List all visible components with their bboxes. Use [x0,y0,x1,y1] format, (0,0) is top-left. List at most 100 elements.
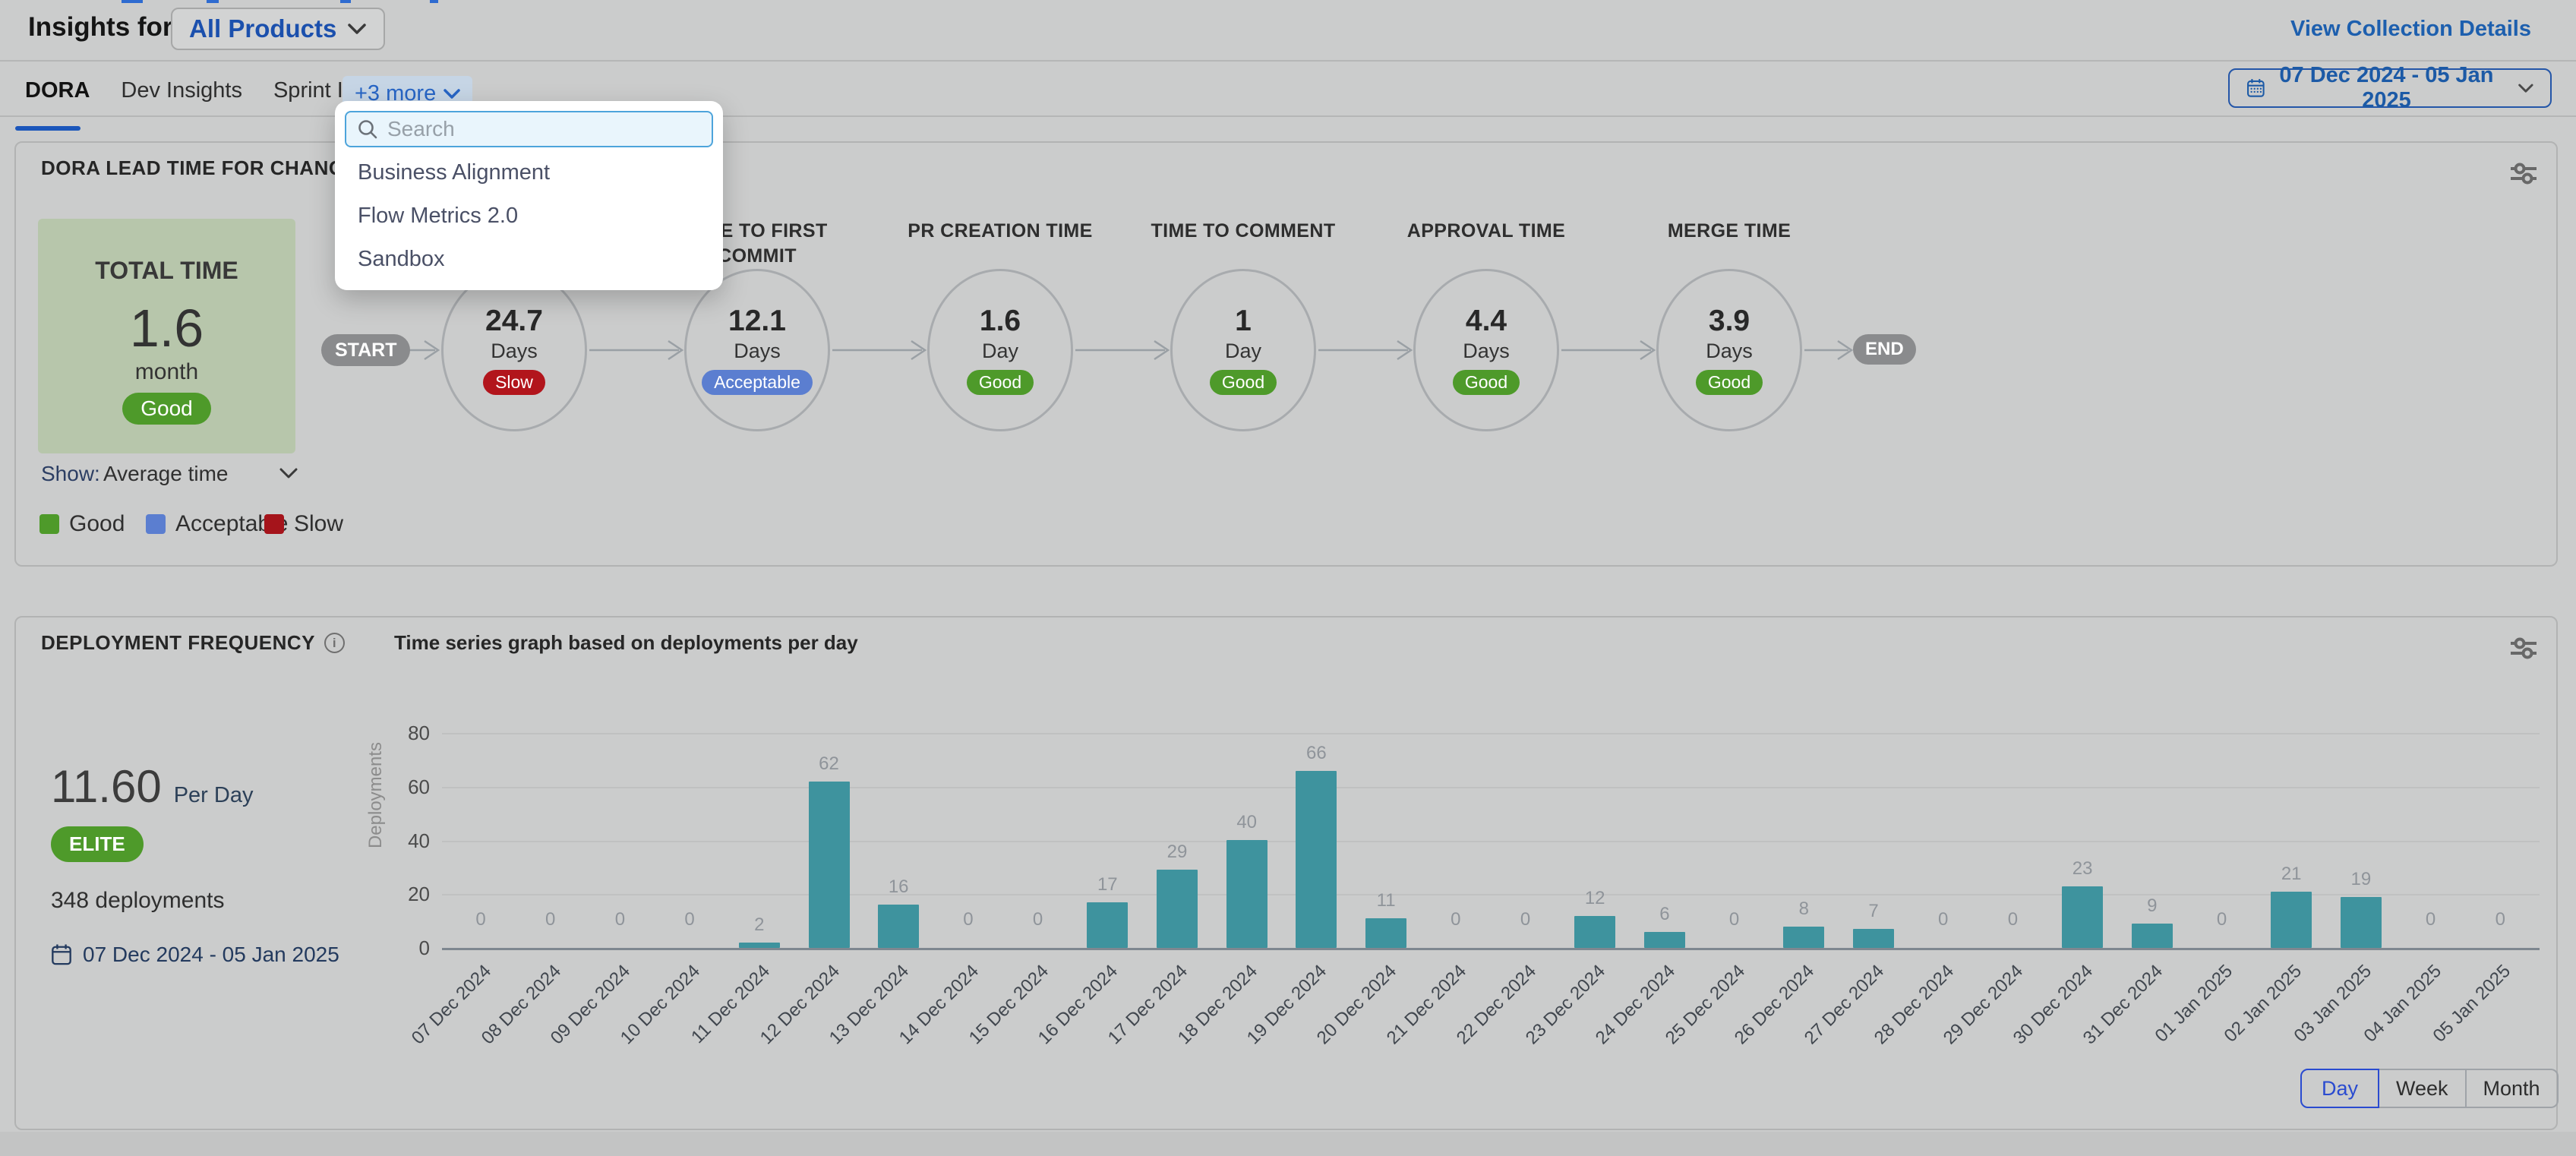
lead-time-card: DORA LEAD TIME FOR CHANGES REP TOTAL TIM… [14,141,2558,567]
y-tick-label: 20 [408,883,430,906]
stage-value: 1 [1235,305,1252,338]
legend-label: Good [69,511,125,536]
chart-settings-icon[interactable] [2508,158,2540,190]
bar-value-label: 8 [1798,899,1809,919]
flow-start-pill: START [321,334,411,366]
legend-swatch [146,514,166,534]
show-label: Show: [41,462,100,485]
granularity-day[interactable]: Day [2300,1069,2379,1108]
tab-dev-insights[interactable]: Dev Insights [121,78,242,103]
product-selector-value: All Products [189,14,337,43]
stage-unit: Days [1463,339,1510,362]
bar-value-label: 7 [1868,901,1879,921]
header-divider [0,60,2576,62]
gridline-0 [442,948,2540,950]
search-input[interactable] [387,117,701,141]
bar-16-Dec-2024 [1087,902,1129,948]
bar-value-label: 0 [614,909,626,930]
stage-unit: Days [1706,339,1753,362]
bar-value-label: 12 [1584,888,1605,908]
legend-label: Slow [294,511,344,536]
bar-31-Dec-2024 [2131,924,2173,948]
dropdown-search-box [345,111,713,147]
total-time-unit: month [134,359,199,384]
y-tick-label: 60 [408,775,430,798]
legend-swatch [264,514,284,534]
legend-swatch [39,514,59,534]
product-selector-dropdown[interactable]: All Products [171,8,386,50]
bar-19-Dec-2024 [1296,771,1337,948]
gridline-60 [442,786,2540,788]
chevron-down-icon[interactable] [279,468,298,479]
bar-value-label: 19 [2350,869,2372,889]
bar-24-Dec-2024 [1643,932,1685,948]
bar-11-Dec-2024 [738,943,780,948]
stage-value: 1.6 [979,305,1021,338]
bar-value-label: 9 [2147,895,2158,916]
calendar-icon [2247,79,2265,97]
bar-value-label: 2 [754,914,765,935]
show-metric-dropdown[interactable]: Average time [103,462,229,485]
stage-unit: Day [1224,339,1261,362]
calendar-icon [52,944,71,965]
granularity-month[interactable]: Month [2466,1069,2559,1108]
granularity-week[interactable]: Week [2379,1069,2467,1108]
gridline-80 [442,733,2540,734]
y-tick-label: 0 [418,936,430,959]
stage-node-4: 4.4 Days Good [1413,269,1559,431]
bar-value-label: 0 [2495,909,2505,930]
date-range-value: 07 Dec 2024 - 05 Jan 2025 [2279,63,2494,112]
bar-value-label: 0 [1520,909,1531,930]
stage-label-4: APPROVAL TIME [1406,220,1566,242]
bar-30-Dec-2024 [2062,886,2104,948]
total-time-status-badge: Good [122,393,211,425]
bar-17-Dec-2024 [1157,870,1198,948]
bar-value-label: 29 [1166,842,1188,862]
deployment-frequency-card: DEPLOYMENT FREQUENCY i Time series graph… [14,616,2559,1130]
granularity-toggle: Day Week Month [2300,1069,2559,1108]
date-range-picker[interactable]: 07 Dec 2024 - 05 Jan 2025 [2228,63,2552,112]
total-time-label: TOTAL TIME [95,257,238,284]
tab-dora[interactable]: DORA [25,78,90,103]
chevron-down-icon [2518,84,2533,93]
stage-node-5: 3.9 Days Good [1656,269,1802,431]
stage-unit: Days [491,339,538,362]
bar-value-label: 23 [2072,858,2093,879]
x-axis-label: 07 Dec 2024 [407,961,496,1049]
deployment-date-range-value: 07 Dec 2024 - 05 Jan 2025 [83,943,339,966]
active-tab-indicator [15,126,80,131]
stage-value: 4.4 [1465,305,1507,338]
bar-value-label: 6 [1659,904,1670,924]
bar-26-Dec-2024 [1783,927,1825,948]
menu-item-business-alignment[interactable]: Business Alignment [358,160,551,185]
y-tick-label: 40 [408,829,430,852]
chevron-down-icon [348,24,367,34]
cut-off-link-fragment [122,0,143,3]
bar-value-label: 21 [2281,864,2302,884]
bar-value-label: 0 [545,909,556,930]
chart-settings-icon[interactable] [2508,633,2540,665]
page-bottom-strip [0,1132,2576,1156]
stage-label-3: TIME TO COMMENT [1151,220,1336,242]
cut-off-link-fragment [207,0,219,3]
bar-value-label: 16 [888,876,909,897]
stage-node-2: 1.6 Day Good [927,269,1073,431]
deployment-date-range: 07 Dec 2024 - 05 Jan 2025 [51,943,339,967]
menu-item-sandbox[interactable]: Sandbox [358,247,445,271]
menu-item-flow-metrics-2-0[interactable]: Flow Metrics 2.0 [358,204,519,228]
bar-value-label: 0 [2007,909,2019,930]
stage-unit: Day [981,339,1018,362]
bar-value-label: 0 [475,909,486,930]
bar-value-label: 0 [1032,909,1043,930]
bar-27-Dec-2024 [1853,929,1894,948]
gridline-40 [442,840,2540,842]
cut-off-link-fragment [430,0,438,3]
bar-03-Jan-2025 [2340,897,2382,948]
chevron-down-icon [444,88,460,99]
stage-value: 24.7 [485,305,543,338]
page-title: Insights for [28,12,173,42]
search-icon [358,120,377,139]
bar-23-Dec-2024 [1574,916,1616,948]
view-collection-details-link[interactable]: View Collection Details [2290,17,2531,41]
info-icon[interactable]: i [324,633,346,653]
